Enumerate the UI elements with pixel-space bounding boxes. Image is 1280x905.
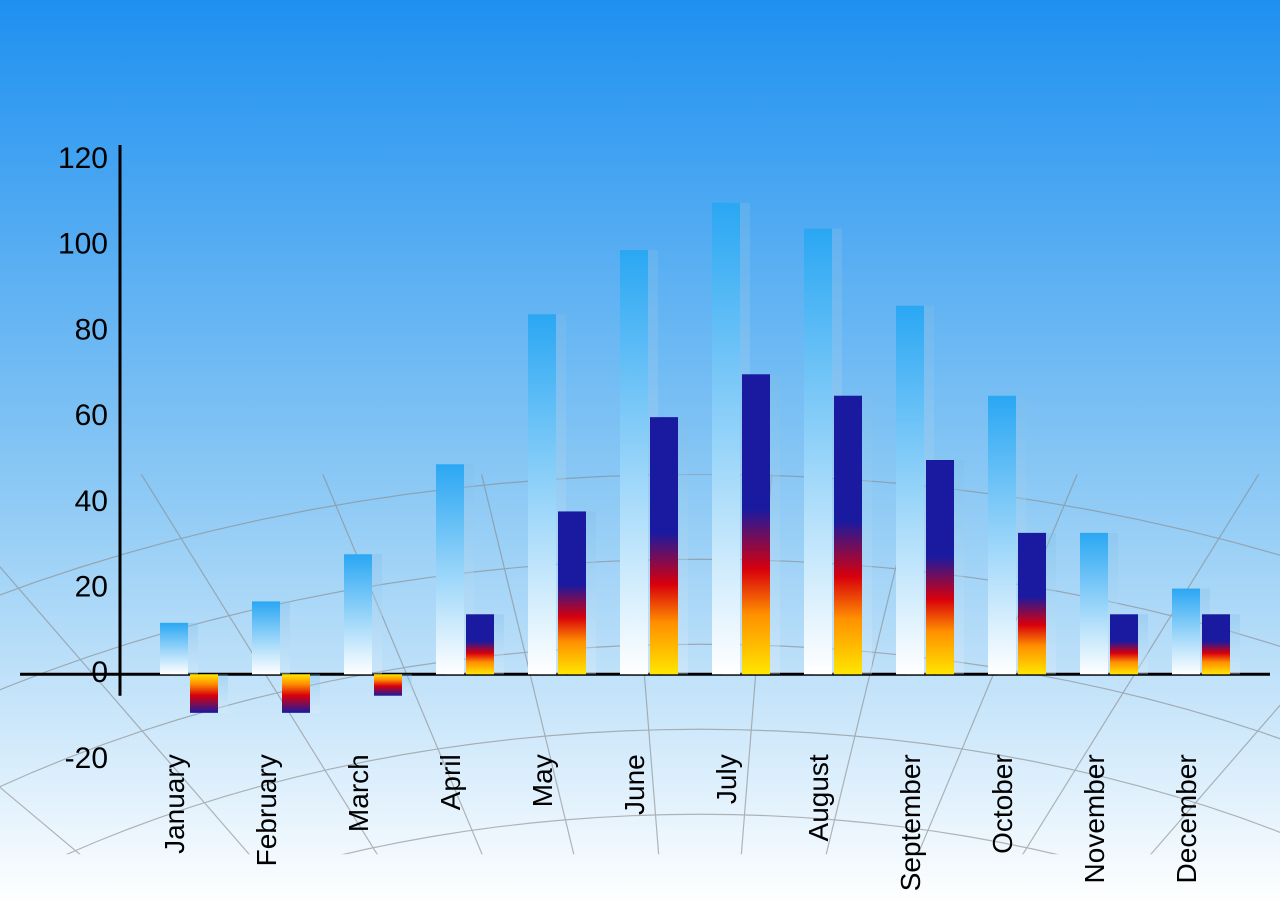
bar-series1 [712, 203, 740, 674]
y-tick-label: 60 [75, 399, 108, 432]
bar-series2 [558, 511, 586, 674]
bar-series2 [650, 417, 678, 674]
y-tick-label: -20 [65, 742, 108, 775]
bar-series1 [344, 554, 372, 674]
x-category-label: June [619, 754, 650, 815]
bar-series2 [374, 674, 402, 695]
x-category-label: March [343, 754, 374, 832]
bar-series2 [834, 396, 862, 675]
x-category-label: September [895, 754, 926, 891]
bar-series1 [804, 229, 832, 675]
x-category-label: July [711, 754, 742, 804]
bar-series1 [160, 623, 188, 674]
x-category-label: October [987, 754, 1018, 854]
bar-series2 [1110, 614, 1138, 674]
x-category-label: February [251, 754, 282, 866]
bar-series2 [282, 674, 310, 713]
x-category-label: January [159, 754, 190, 854]
x-category-label: May [527, 754, 558, 807]
y-tick-label: 40 [75, 485, 108, 518]
bar-series1 [620, 250, 648, 674]
x-category-label: December [1171, 754, 1202, 883]
bar-series1 [1172, 589, 1200, 675]
y-tick-label: 20 [75, 570, 108, 603]
bar-series2 [1202, 614, 1230, 674]
bar-series2 [1018, 533, 1046, 674]
bar-series2 [742, 374, 770, 674]
bar-series2 [466, 614, 494, 674]
bar-series1 [252, 601, 280, 674]
x-category-label: November [1079, 754, 1110, 883]
chart-svg: -20 0 20 40 60 80 100 120 January February March A… [0, 0, 1280, 905]
bar-series1 [896, 306, 924, 675]
bar-series1 [436, 464, 464, 674]
y-tick-label: 0 [91, 656, 108, 689]
x-category-label: August [803, 754, 834, 841]
bar-series1 [528, 314, 556, 674]
x-category-label: April [435, 754, 466, 810]
y-tick-label: 80 [75, 313, 108, 346]
y-tick-label: 120 [58, 142, 108, 175]
y-tick-label: 100 [58, 228, 108, 261]
bar-series2 [190, 674, 218, 713]
bar-series1 [1080, 533, 1108, 674]
bar-series1 [988, 396, 1016, 675]
chart-container: { "chart": { "type": "bar", "background"… [0, 0, 1280, 905]
bar-series2 [926, 460, 954, 674]
